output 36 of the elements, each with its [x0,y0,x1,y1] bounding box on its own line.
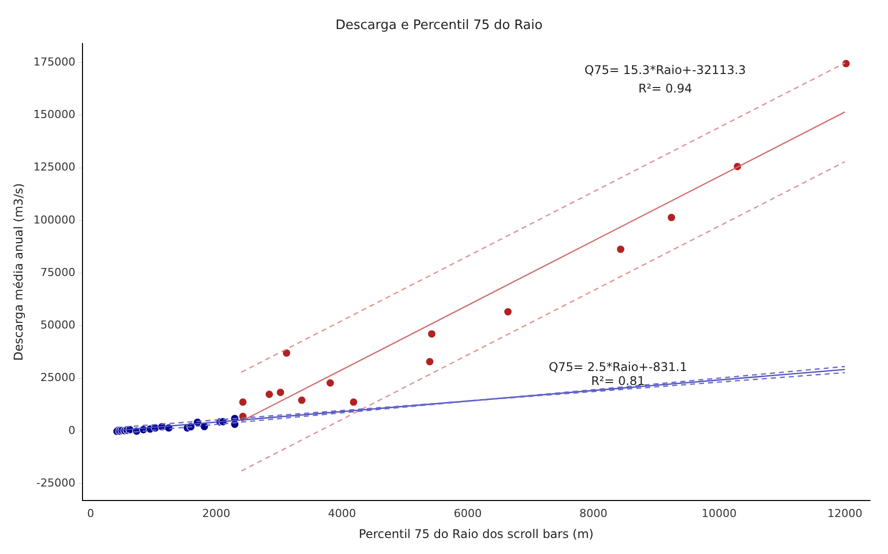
y-tick-label: 0 [68,424,76,437]
y-tick-label: 100000 [33,213,76,226]
point [264,390,274,399]
point [842,59,850,68]
x-tick-label: 8000 [579,506,608,520]
annotation: R²= 0.94 [638,81,692,96]
y-tick-label: -25000 [36,476,76,490]
point [282,348,291,358]
point [427,330,436,338]
point [326,378,335,388]
point [425,357,434,366]
x-tick-label: 10000 [702,506,737,520]
y-tick-label: 150000 [33,108,76,122]
y-tick-label: 50000 [40,318,76,332]
annotation: Q75= 15.3*Raio+-32113.3 [584,63,746,78]
chart-title: Descarga e Percentil 75 do Raio [335,18,543,34]
x-tick-label: 4000 [328,506,356,520]
point [238,398,248,406]
point [616,244,625,254]
point [504,307,512,316]
y-axis-title: Descarga média anual (m3/s) [11,183,26,361]
y-tick-label: 75000 [40,266,76,279]
annotation: Q75= 2.5*Raio+-831.1 [548,360,688,374]
y-tick-label: 25000 [40,371,76,384]
point [349,398,358,406]
point [297,396,306,404]
x-tick-label: 2000 [202,506,230,520]
x-tick-label: 6000 [454,506,482,520]
x-axis-title: Percentil 75 do Raio dos scroll bars (m) [358,526,594,541]
y-tick-label: 175000 [33,55,76,68]
x-tick-label: 12000 [827,506,862,520]
point [276,388,285,397]
x-tick-label: 0 [87,506,94,520]
point [667,213,676,222]
y-tick-label: 125000 [33,160,76,174]
annotation: R²= 0.81 [591,374,645,388]
